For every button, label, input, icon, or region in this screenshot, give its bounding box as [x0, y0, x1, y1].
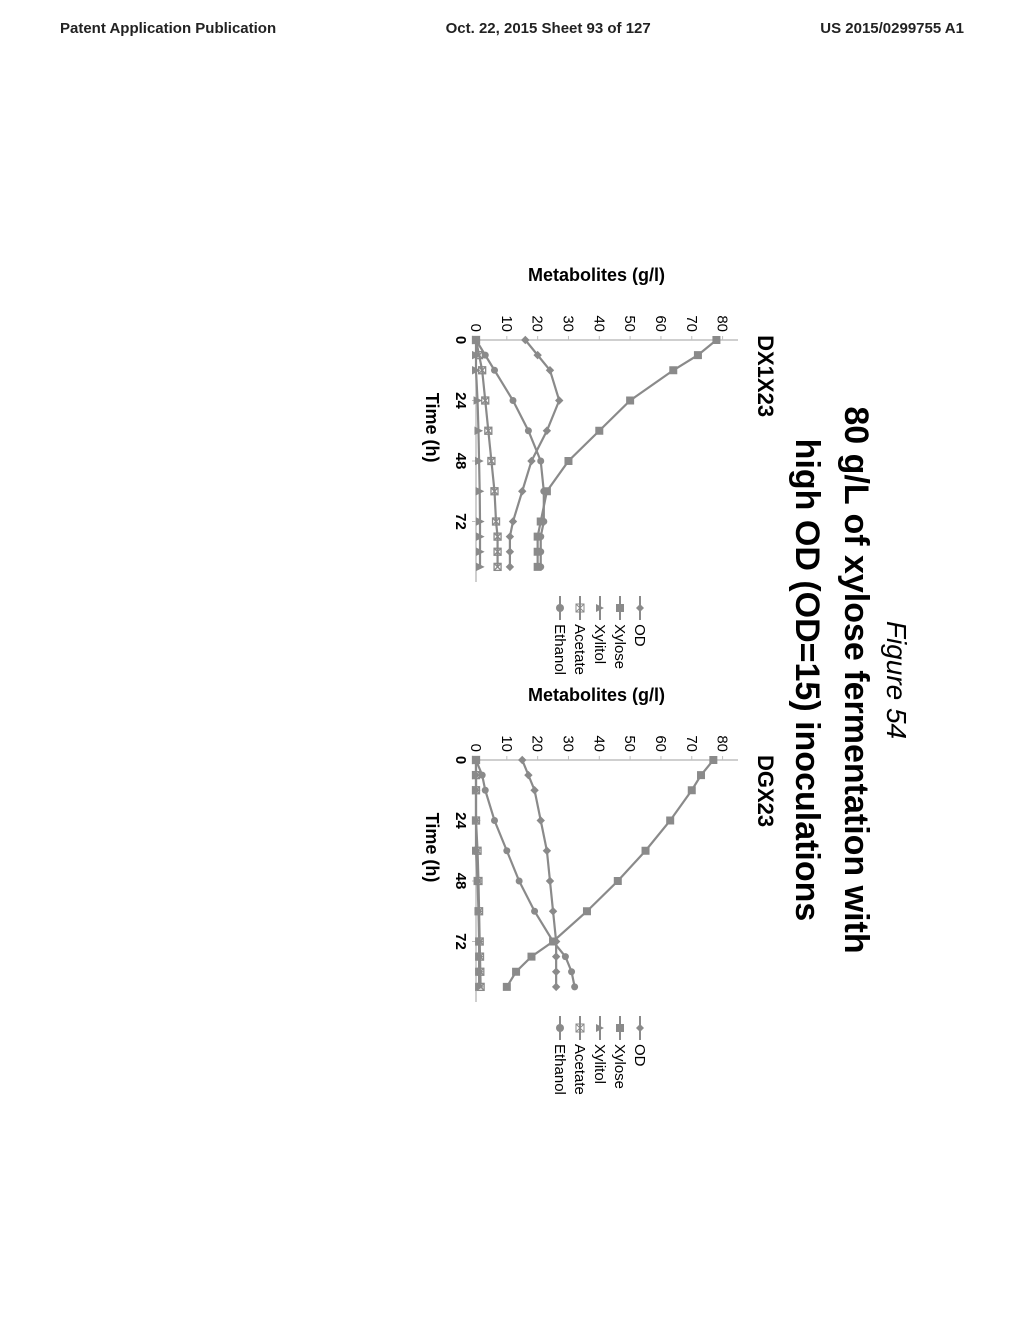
svg-text:72: 72 [452, 933, 469, 950]
chart-title-0: DX1X23 [752, 265, 778, 417]
page-header: Patent Application Publication Oct. 22, … [0, 0, 1024, 47]
svg-text:10: 10 [498, 315, 515, 332]
svg-text:24: 24 [452, 392, 469, 409]
svg-text:72: 72 [452, 513, 469, 530]
xlabel-0: Time (h) [421, 393, 442, 463]
legend-item-acetate: Acetate [571, 1016, 588, 1095]
legend-label: Xylose [611, 1044, 628, 1089]
legend-label: Acetate [571, 624, 588, 675]
svg-text:50: 50 [622, 735, 639, 752]
legend-1: ODXyloseXylitolAcetateEthanol [548, 1016, 651, 1095]
svg-text:70: 70 [683, 315, 700, 332]
legend-label: OD [631, 1044, 648, 1067]
figure-content: Figure 54 80 g/L of xylose fermentation … [112, 130, 912, 1230]
legend-label: Xylitol [591, 1044, 608, 1084]
svg-text:0: 0 [467, 324, 484, 332]
legend-item-ethanol: Ethanol [551, 596, 568, 675]
header-center: Oct. 22, 2015 Sheet 93 of 127 [446, 20, 651, 37]
svg-text:0: 0 [452, 336, 469, 344]
legend-label: OD [631, 624, 648, 647]
legend-label: Acetate [571, 1044, 588, 1095]
ylabel-0: Metabolites (g/l) [528, 265, 665, 286]
legend-item-xylitol: Xylitol [591, 1016, 608, 1095]
legend-item-od: OD [631, 596, 648, 675]
svg-text:20: 20 [529, 735, 546, 752]
legend-item-xylose: Xylose [611, 596, 628, 675]
legend-0: ODXyloseXylitolAcetateEthanol [548, 596, 651, 675]
svg-text:48: 48 [452, 873, 469, 890]
legend-item-xylose: Xylose [611, 1016, 628, 1095]
chart-svg-1: 0 10 20 30 40 50 60 70 80 0 24 48 72 [446, 710, 746, 1010]
svg-text:60: 60 [652, 315, 669, 332]
svg-text:0: 0 [467, 744, 484, 752]
svg-text:48: 48 [452, 453, 469, 470]
charts-row: DX1X23 Metabolites (g/l) 0 10 20 30 40 50 60 70… [421, 130, 778, 1230]
svg-text:70: 70 [683, 735, 700, 752]
svg-text:60: 60 [652, 735, 669, 752]
svg-text:30: 30 [560, 315, 577, 332]
svg-text:80: 80 [714, 315, 731, 332]
svg-text:0: 0 [452, 756, 469, 764]
chart-svg-0: 0 10 20 30 40 50 60 70 80 0 24 48 72 [446, 290, 746, 590]
legend-item-ethanol: Ethanol [551, 1016, 568, 1095]
figure-title-line1: 80 g/L of xylose fermentation with [835, 130, 876, 1230]
svg-text:40: 40 [591, 735, 608, 752]
svg-text:40: 40 [591, 315, 608, 332]
legend-label: Xylitol [591, 624, 608, 664]
legend-item-acetate: Acetate [571, 596, 588, 675]
figure-title-line2: high OD (OD=15) inoculations [786, 130, 827, 1230]
legend-label: Ethanol [551, 624, 568, 675]
legend-label: Xylose [611, 624, 628, 669]
svg-text:10: 10 [498, 735, 515, 752]
svg-text:50: 50 [622, 315, 639, 332]
svg-text:24: 24 [452, 812, 469, 829]
xlabel-1: Time (h) [421, 813, 442, 883]
chart-title-1: DGX23 [752, 685, 778, 827]
chart-block-0: DX1X23 Metabolites (g/l) 0 10 20 30 40 50 60 70… [421, 265, 778, 675]
header-right: US 2015/0299755 A1 [820, 20, 964, 37]
legend-label: Ethanol [551, 1044, 568, 1095]
svg-text:30: 30 [560, 735, 577, 752]
svg-text:20: 20 [529, 315, 546, 332]
figure-label: Figure 54 [880, 130, 912, 1230]
header-left: Patent Application Publication [60, 20, 276, 37]
chart-block-1: DGX23 Metabolites (g/l) 0 10 20 30 40 50 60 70 8… [421, 685, 778, 1095]
ylabel-1: Metabolites (g/l) [528, 685, 665, 706]
svg-text:80: 80 [714, 735, 731, 752]
legend-item-od: OD [631, 1016, 648, 1095]
legend-item-xylitol: Xylitol [591, 596, 608, 675]
